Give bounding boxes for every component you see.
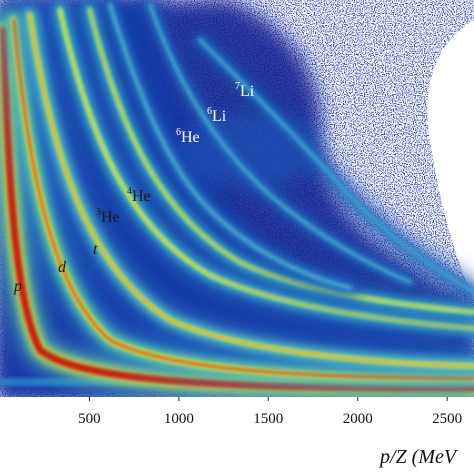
- label-t: t: [93, 241, 98, 258]
- plot-area: [0, 0, 474, 397]
- band-4He-layer: [88, 8, 474, 314]
- band-3He-layer: [58, 8, 474, 330]
- x-tick-label: 1000: [164, 411, 194, 427]
- label-d: d: [58, 259, 67, 276]
- band-d: [0, 6, 474, 392]
- band-4He: [77, 0, 474, 325]
- label-6Li: 6Li: [207, 106, 227, 125]
- band-7Li-layer: [198, 38, 474, 294]
- band-6He: [99, 0, 361, 299]
- label-p: p: [13, 278, 22, 295]
- x-tick-label: 500: [78, 411, 101, 427]
- band-t: [17, 2, 474, 379]
- band-6He-layer: [108, 3, 352, 290]
- particle-labels: p d t 3He 4He 6He 6Li 7Li: [13, 81, 255, 295]
- label-6He: 6He: [176, 127, 200, 146]
- x-axis-label: p/Z (MeV: [378, 446, 459, 468]
- x-tick-label: 1500: [253, 411, 283, 427]
- band-6Li: [140, 0, 420, 292]
- band-d-layer: [12, 18, 474, 380]
- band-3He: [47, 0, 474, 341]
- band-7Li: [190, 30, 474, 302]
- label-3He: 3He: [96, 207, 120, 226]
- label-7Li: 7Li: [235, 81, 255, 100]
- x-tick-label: 2500: [432, 411, 462, 427]
- label-4He: 4He: [127, 186, 151, 205]
- particle-bands: [0, 0, 474, 397]
- band-t-layer: [28, 13, 474, 368]
- x-axis: 500 1000 1500 2000 2500: [78, 397, 462, 427]
- band-6Li-layer: [148, 3, 412, 284]
- x-tick-label: 2000: [343, 411, 373, 427]
